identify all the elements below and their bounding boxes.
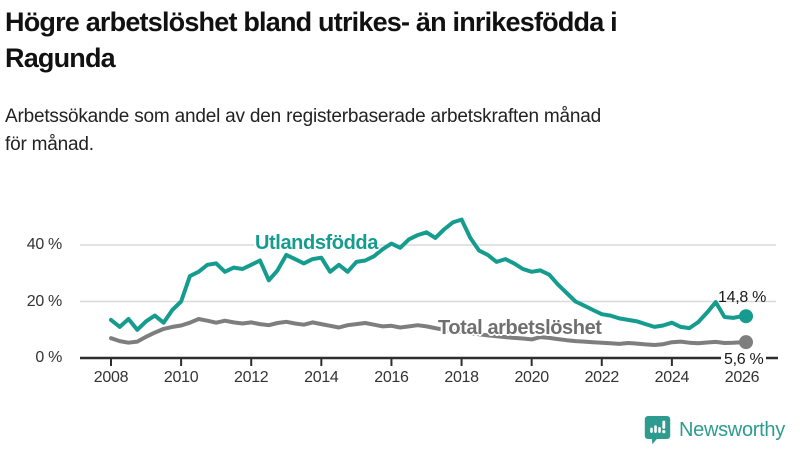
x-tick-label-2008: 2008: [93, 369, 129, 386]
y-tick-label-0: 0 %: [35, 349, 62, 366]
x-tick-label-2016: 2016: [374, 369, 409, 386]
chart-subtitle-line1: Arbetssökande som andel av den registerb…: [5, 106, 602, 127]
y-tick-label-40: 40 %: [26, 236, 63, 253]
x-tick-label-2014: 2014: [304, 369, 339, 386]
line-utlandsfödda: [109, 217, 744, 332]
newsworthy-brand-text: Newsworthy: [679, 419, 785, 441]
chart-title: Högre arbetslöshet bland utrikes- än inr…: [5, 4, 618, 76]
newsworthy-icon: [644, 416, 671, 445]
x-tick-label-2018: 2018: [444, 369, 479, 386]
x-tick-label-2010: 2010: [163, 369, 199, 386]
end-value-label-total: 5,6 %: [721, 351, 767, 369]
x-tick-label-2012: 2012: [234, 369, 269, 386]
chart-subtitle: Arbetssökande som andel av den registerb…: [5, 103, 601, 159]
end-dot-utlandsfödda: [739, 309, 753, 324]
series-label-total-arbetsloshet: Total arbetslöshet: [438, 317, 602, 339]
x-tick-label-2024: 2024: [654, 369, 690, 386]
end-dot-total-arbetslöshet: [739, 335, 753, 350]
y-tick-label-20: 20 %: [26, 292, 63, 310]
speech-bubble-shape: [644, 416, 671, 445]
x-tick-label-2026: 2026: [724, 369, 760, 386]
line-total-arbetslöshet: [109, 317, 744, 347]
chart-title-line1: Högre arbetslöshet bland utrikes- än inr…: [5, 7, 618, 37]
x-tick-label-2022: 2022: [584, 369, 620, 386]
end-value-label-utlandsfodda: 14,8 %: [718, 289, 767, 306]
chart-title-line2: Ragunda: [5, 43, 116, 73]
newsworthy-logo[interactable]: Newsworthy: [644, 415, 785, 445]
series-label-utlandsfodda: Utlandsfödda: [255, 232, 378, 254]
chart-subtitle-line2: för månad.: [5, 134, 94, 155]
x-tick-label-2020: 2020: [514, 369, 549, 386]
